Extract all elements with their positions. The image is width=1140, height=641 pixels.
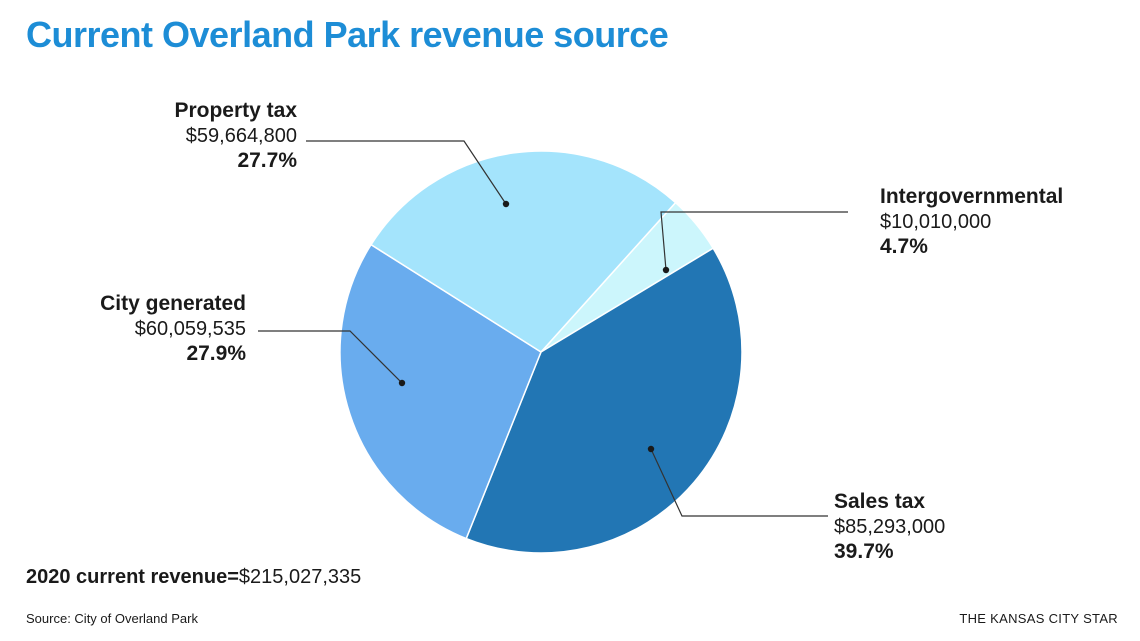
pie-slice-property-tax bbox=[370, 150, 677, 353]
chart-title: Current Overland Park revenue source bbox=[26, 14, 669, 55]
slice-percent-intergovernmental: 4.7% bbox=[880, 235, 928, 258]
leader-line-city-generated bbox=[258, 330, 403, 384]
total-revenue-label: 2020 current revenue= bbox=[26, 566, 239, 588]
leader-line-sales-tax bbox=[650, 448, 828, 517]
slice-amount-city-generated: $60,059,535 bbox=[135, 318, 246, 340]
slice-name-intergovernmental: Intergovernmental bbox=[880, 185, 1063, 208]
slice-name-sales-tax: Sales tax bbox=[834, 490, 925, 513]
slice-percent-property-tax: 27.7% bbox=[237, 149, 297, 172]
source-note: Source: City of Overland Park bbox=[26, 611, 198, 626]
leader-line-property-tax bbox=[306, 140, 507, 205]
total-revenue-value: $215,027,335 bbox=[238, 566, 362, 588]
leader-dot-intergovernmental bbox=[662, 266, 670, 274]
leader-dot-city-generated bbox=[398, 379, 406, 387]
slice-name-property-tax: Property tax bbox=[174, 99, 297, 122]
slice-amount-sales-tax: $85,293,000 bbox=[834, 516, 945, 538]
pie-slice-sales-tax bbox=[465, 247, 743, 554]
leader-dot-sales-tax bbox=[647, 445, 655, 453]
slice-amount-intergovernmental: $10,010,000 bbox=[880, 211, 991, 233]
slice-percent-city-generated: 27.9% bbox=[186, 342, 246, 365]
slice-name-city-generated: City generated bbox=[100, 292, 246, 315]
slice-amount-property-tax: $59,664,800 bbox=[186, 125, 297, 147]
pie-slices bbox=[339, 150, 743, 554]
leader-dot-property-tax bbox=[502, 200, 510, 208]
total-revenue: 2020 current revenue=$215,027,335 bbox=[26, 566, 361, 589]
publisher-credit: THE KANSAS CITY STAR bbox=[959, 611, 1118, 626]
slice-percent-sales-tax: 39.7% bbox=[834, 540, 894, 563]
leader-line-intergovernmental bbox=[660, 211, 848, 271]
pie-slice-city-generated bbox=[339, 243, 542, 540]
leader-lines bbox=[258, 140, 848, 517]
